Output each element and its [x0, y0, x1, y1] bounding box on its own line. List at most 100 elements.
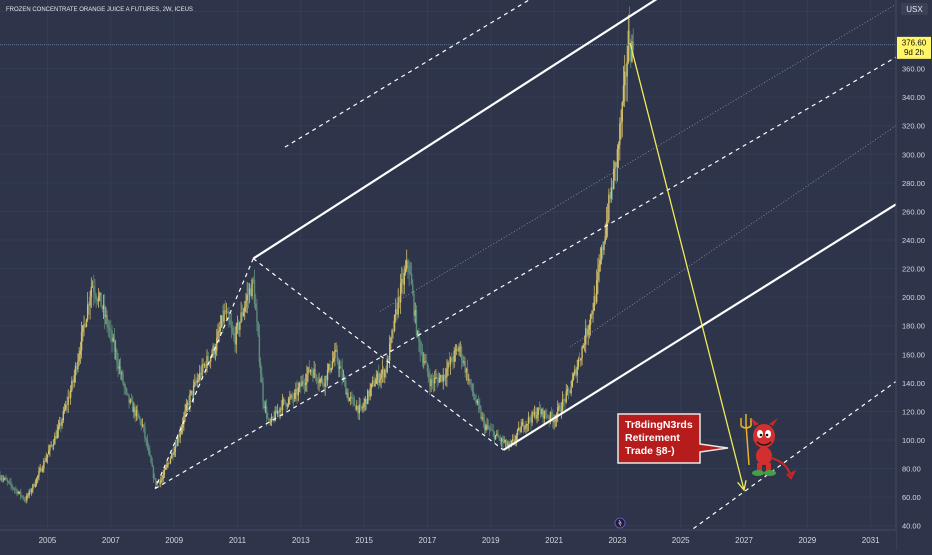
candle-body [10, 482, 12, 486]
candle-body [201, 364, 203, 376]
candle-body [97, 295, 100, 302]
candle-body [593, 295, 595, 311]
candle-body [39, 468, 41, 471]
candle-body [332, 358, 335, 362]
candle-body [431, 379, 433, 382]
candle-body [397, 297, 399, 315]
candle-body [256, 310, 258, 322]
candle-body [352, 397, 354, 400]
candle-body [581, 347, 583, 359]
candle-body [488, 428, 491, 430]
candle-body [227, 311, 229, 314]
channel-median-dotted [379, 4, 897, 312]
candle-body [65, 404, 67, 410]
candle-body [320, 378, 323, 380]
candle-body [594, 295, 597, 303]
price-tick-label: 160.00 [902, 350, 925, 359]
candle-body [216, 337, 218, 351]
candle-body [298, 383, 301, 388]
candle-body [516, 429, 519, 436]
candle-body [336, 349, 339, 362]
candle-body [168, 463, 170, 464]
candle-body [270, 416, 273, 422]
candle-body [362, 407, 364, 409]
candle-body [599, 259, 602, 265]
candle-body [429, 378, 431, 387]
candle-body [55, 435, 57, 439]
candle-body [518, 427, 520, 430]
candle-body [574, 369, 576, 375]
callout-line-2: Retirement [625, 432, 680, 444]
candle-body [295, 389, 297, 393]
candle-body [44, 460, 46, 462]
candle-body [589, 314, 592, 325]
price-tick-label: 300.00 [902, 150, 925, 159]
candle-body [265, 406, 268, 419]
candle-body [230, 324, 233, 329]
candle-body [497, 433, 499, 438]
candle-body [613, 168, 615, 190]
candle-body [350, 396, 352, 399]
candle-body [561, 399, 564, 411]
candle-body [15, 489, 17, 491]
candle-body [312, 371, 314, 378]
candle-body [167, 463, 169, 465]
candle-body [35, 478, 38, 485]
candle-body [577, 359, 580, 367]
candle-body [45, 457, 47, 462]
candle-body [58, 422, 61, 427]
candle-body [341, 367, 343, 379]
candle-body [326, 370, 329, 381]
candle-body [247, 294, 250, 296]
candle-body [610, 187, 612, 199]
candle-body [339, 366, 341, 369]
candle-body [432, 381, 435, 384]
candle-body [544, 410, 547, 416]
candle-body [267, 418, 269, 420]
candle-body [463, 361, 465, 363]
candle-body [301, 381, 303, 387]
candle-body [278, 410, 280, 413]
candle-body [6, 479, 9, 482]
candle-body [481, 417, 483, 419]
candle-body [605, 221, 608, 237]
candle-body [279, 407, 281, 413]
currency-badge[interactable] [901, 3, 928, 15]
candle-body [30, 489, 33, 493]
candle-body [602, 247, 604, 251]
candle-body [452, 361, 454, 363]
candle-body [620, 121, 622, 124]
candle-body [286, 405, 289, 407]
candle-body [101, 306, 103, 310]
candle-body [191, 390, 194, 396]
candle-body [146, 439, 149, 448]
candle-body [141, 424, 144, 426]
candle-body [94, 292, 96, 297]
annotation-callout[interactable]: Tr8dingN3rds Retirement Trade §8-) [617, 413, 729, 464]
candle-body [438, 377, 441, 383]
price-axis-panel[interactable] [896, 0, 932, 550]
candle-body [404, 268, 407, 273]
candle-body [0, 478, 2, 480]
candle-body [501, 438, 503, 442]
candle-body [513, 439, 515, 442]
candle-body [448, 362, 451, 365]
candle-body [150, 455, 152, 463]
candle-body [340, 366, 342, 368]
candle-body [449, 357, 452, 365]
candle-body [487, 425, 490, 429]
candle-body [600, 247, 603, 260]
candle-body [292, 397, 295, 399]
candle-body [164, 467, 167, 470]
candle-body [615, 162, 617, 168]
candle-body [63, 409, 66, 412]
candle-body [628, 30, 631, 52]
candle-body [315, 375, 318, 381]
candle-body [608, 194, 610, 221]
candle-body [373, 380, 375, 387]
candle-body [245, 300, 247, 307]
candle-body [297, 387, 300, 396]
time-axis-panel[interactable] [0, 530, 896, 550]
candle-body [118, 366, 121, 369]
